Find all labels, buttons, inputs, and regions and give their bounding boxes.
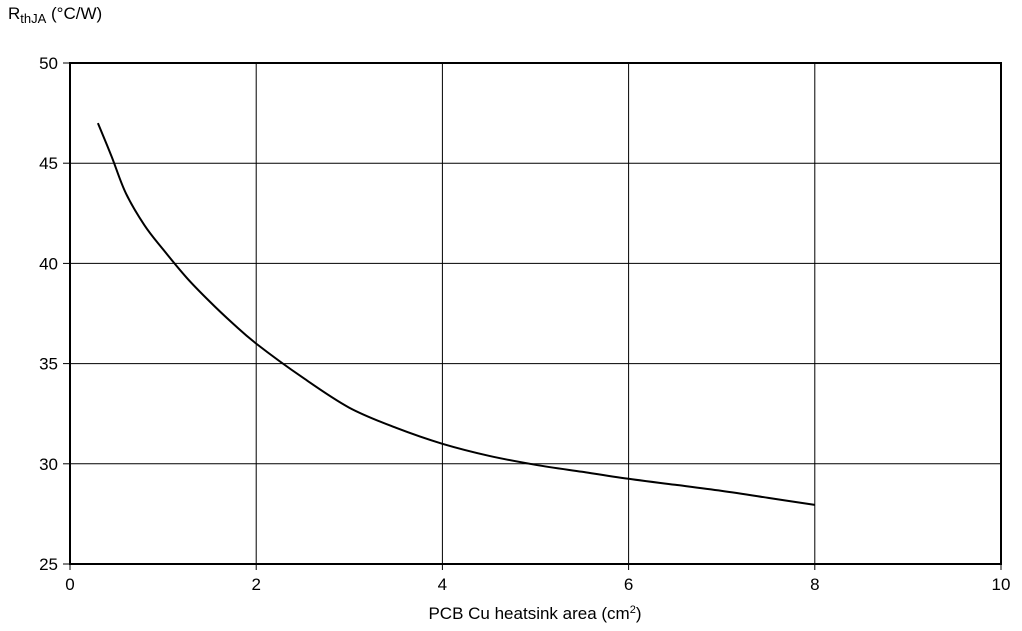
x-axis-label-end: ) <box>635 604 642 623</box>
x-axis-label-superscript: 2 <box>629 604 636 616</box>
y-tick-label: 35 <box>39 355 58 374</box>
y-axis-label: RthJA (°C/W) <box>8 4 103 26</box>
y-tick-label: 40 <box>39 254 58 273</box>
series-line <box>96 122 815 506</box>
y-tick-label: 30 <box>39 455 58 474</box>
x-tick-label: 8 <box>810 575 819 594</box>
y-tick-label: 25 <box>39 555 58 574</box>
series <box>96 122 815 506</box>
plot-frame <box>69 62 1002 565</box>
ticks: 0 2 4 6 8 10 25 30 35 40 45 50 <box>39 54 1010 594</box>
x-axis-label: PCB Cu heatsink area (cm2) <box>0 604 1022 624</box>
y-axis-label-subscript: thJA <box>20 11 47 26</box>
x-tick-label: 0 <box>65 575 74 594</box>
y-tick-label: 50 <box>39 54 58 73</box>
x-tick-label: 6 <box>624 575 633 594</box>
grid <box>69 62 1002 565</box>
x-axis-label-main: PCB Cu heatsink area (cm <box>428 604 630 623</box>
x-tick-label: 4 <box>438 575 447 594</box>
x-tick-label: 2 <box>251 575 260 594</box>
y-axis-label-unit: (°C/W) <box>46 4 103 23</box>
y-axis-label-main: R <box>8 4 21 23</box>
x-tick-label: 10 <box>992 575 1011 594</box>
y-tick-label: 45 <box>39 154 58 173</box>
